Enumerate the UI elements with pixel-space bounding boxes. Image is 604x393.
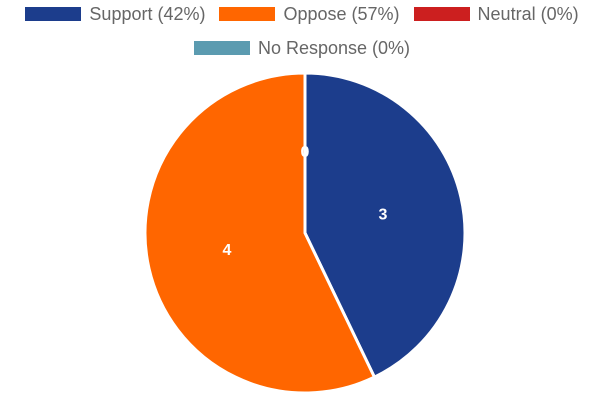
pie-label-support: 3 (379, 206, 388, 223)
legend-swatch-neutral (413, 7, 470, 21)
legend-item-no-response[interactable]: No Response (0%) (193, 36, 411, 60)
legend-item-support[interactable]: Support (42%) (25, 2, 205, 26)
chart-legend: Support (42%) Oppose (57%) Neutral (0%) … (0, 2, 604, 60)
legend-label-no-response: No Response (0%) (257, 37, 411, 58)
legend-item-oppose[interactable]: Oppose (57%) (219, 2, 400, 26)
pie-label-neutral: 0 (301, 144, 310, 161)
legend-label-oppose: Oppose (57%) (283, 3, 400, 24)
legend-swatch-support (25, 7, 82, 21)
legend-item-neutral[interactable]: Neutral (0%) (413, 2, 579, 26)
pie-label-oppose: 4 (223, 242, 232, 259)
legend-swatch-oppose (219, 7, 276, 21)
legend-swatch-no-response (193, 41, 250, 55)
pie-slices (143, 71, 467, 393)
legend-label-neutral: Neutral (0%) (477, 3, 579, 24)
pie-labels: 3 4 0 (223, 144, 388, 259)
legend-label-support: Support (42%) (89, 3, 206, 24)
pie-slice-support[interactable] (303, 71, 467, 380)
